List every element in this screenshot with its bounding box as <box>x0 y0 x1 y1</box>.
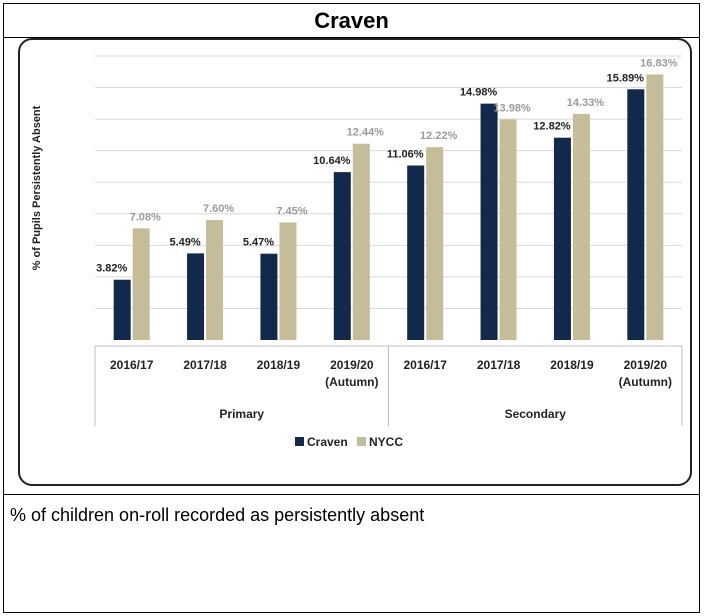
x-tick-label: 2017/18 <box>477 358 521 372</box>
x-tick-label: 2017/18 <box>183 358 227 372</box>
data-label-craven: 5.49% <box>169 236 200 248</box>
data-label-craven: 15.89% <box>607 72 645 84</box>
data-label-nycc: 12.22% <box>420 130 458 142</box>
group-label: Primary <box>219 407 264 421</box>
bar-nycc <box>206 220 224 340</box>
data-label-nycc: 7.08% <box>130 211 161 223</box>
bar-craven <box>260 253 278 340</box>
bar-craven <box>553 137 571 340</box>
legend-label-nycc: NYCC <box>369 435 403 449</box>
data-label-nycc: 7.45% <box>276 205 307 217</box>
bar-craven <box>407 165 425 340</box>
data-label-craven: 10.64% <box>313 155 351 167</box>
page-title: Craven <box>4 4 699 38</box>
bar-nycc <box>132 228 150 340</box>
group-label: Secondary <box>505 407 567 421</box>
x-tick-label: 2018/19 <box>257 358 301 372</box>
bar-craven <box>627 89 645 340</box>
chart-cell <box>4 38 699 495</box>
x-tick-label: (Autumn) <box>619 375 672 389</box>
bar-nycc <box>426 147 444 340</box>
bar-nycc <box>499 119 517 340</box>
legend-swatch-nycc <box>357 437 366 446</box>
bar-nycc <box>352 143 370 340</box>
legend-swatch-craven <box>295 437 304 446</box>
data-label-nycc: 16.83% <box>640 57 678 69</box>
data-label-craven: 11.06% <box>387 148 424 160</box>
bar-nycc <box>646 74 664 341</box>
data-label-craven: 12.82% <box>533 121 571 133</box>
x-tick-label: (Autumn) <box>325 375 378 389</box>
x-tick-label: 2016/17 <box>110 358 154 372</box>
bar-craven <box>113 279 131 340</box>
bar-craven <box>333 172 351 340</box>
legend-label-craven: Craven <box>307 435 348 449</box>
bar-nycc <box>279 222 297 340</box>
data-label-nycc: 13.98% <box>493 102 531 114</box>
data-label-nycc: 14.33% <box>567 97 605 109</box>
bar-nycc <box>572 113 590 340</box>
y-axis-label: % of Pupils Persistently Absent <box>31 105 43 270</box>
data-label-nycc: 12.44% <box>347 127 385 139</box>
x-tick-label: 2019/20 <box>624 358 668 372</box>
data-label-craven: 5.47% <box>243 237 274 249</box>
bar-craven <box>480 103 498 340</box>
chart-frame: % of Pupils Persistently Absent 3.82% 7.08… <box>18 38 692 486</box>
x-tick-label: 2019/20 <box>330 358 374 372</box>
chart-caption: % of children on-roll recorded as persis… <box>10 505 425 525</box>
x-tick-label: 2016/17 <box>403 358 447 372</box>
data-label-nycc: 7.60% <box>203 203 234 215</box>
persistent-absence-chart: % of Pupils Persistently Absent 3.82% 7.08… <box>31 55 683 449</box>
bar-craven <box>187 253 205 340</box>
data-label-craven: 14.98% <box>460 87 498 99</box>
data-label-craven: 3.82% <box>96 263 127 275</box>
x-tick-label: 2018/19 <box>550 358 594 372</box>
layout-table: Craven % of children on-roll recorded as… <box>3 3 700 613</box>
